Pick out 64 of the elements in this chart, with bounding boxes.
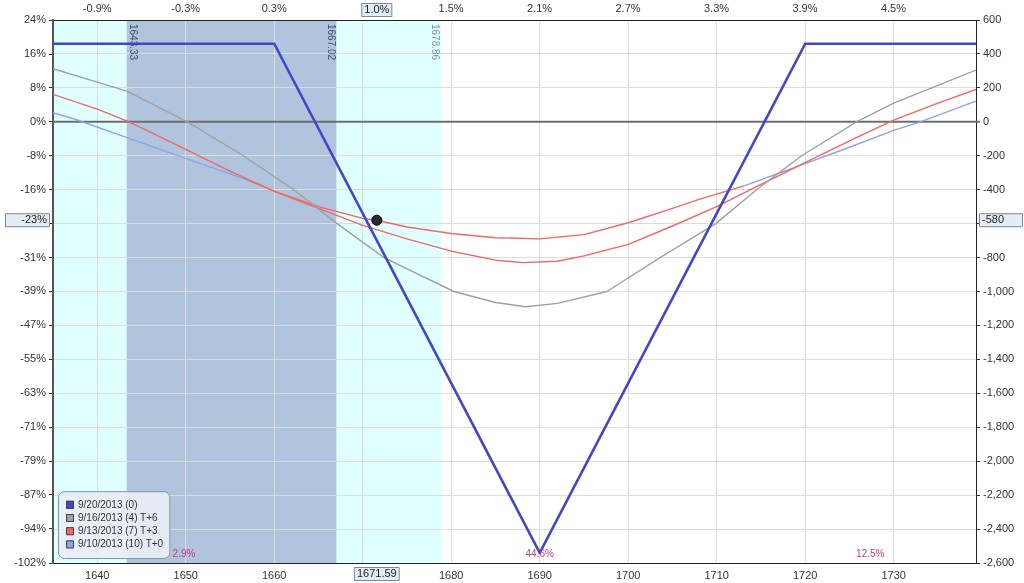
y2-tick-label: -1,800	[983, 420, 1015, 433]
x-tick-label: 1640	[85, 568, 110, 581]
y-tick-label: -79%	[20, 454, 47, 467]
annotation: 1643.33	[127, 24, 139, 61]
y-tick-label: -47%	[20, 318, 47, 331]
annotation: 2.9%	[172, 547, 196, 559]
text: 1.0%	[364, 3, 390, 16]
legend-label: 9/16/2013 (4) T+6	[78, 511, 159, 523]
y-tick-label: -87%	[20, 487, 47, 500]
text: -580	[982, 213, 1005, 226]
y2-tick-label: -200	[983, 148, 1006, 161]
y2-tick-label: -400	[983, 182, 1006, 195]
x2-tick-label: 3.3%	[703, 2, 730, 15]
legend-label: 9/10/2013 (10) T+0	[78, 538, 164, 550]
y-tick-label: 16%	[23, 47, 47, 60]
y2-tick-label: -2,600	[983, 556, 1015, 569]
y2-tick-label: -2,200	[983, 488, 1015, 501]
y2-tick-label: 400	[983, 46, 1002, 59]
text: -23%	[21, 213, 48, 226]
x-tick-label: 1650	[173, 568, 198, 581]
x-tick-label: 1700	[615, 568, 641, 581]
legend-label: 9/20/2013 (0)	[78, 498, 138, 510]
y-tick-label: -102%	[14, 556, 47, 569]
annotation: 12.5%	[856, 547, 885, 559]
y2-tick-label: -2,000	[983, 454, 1015, 467]
x2-tick-label: 4.5%	[880, 2, 907, 15]
legend-label: 9/13/2013 (7) T+3	[78, 524, 159, 536]
y2-tick-label: 0	[983, 114, 990, 127]
y2-tick-label: -800	[983, 250, 1006, 263]
y2-tick-label: 600	[983, 13, 1002, 26]
x-tick-label: 1720	[792, 568, 818, 581]
y-tick-label: -8%	[26, 148, 47, 161]
y2-tick-label: -1,200	[983, 318, 1015, 331]
y-tick-label: -31%	[20, 250, 47, 263]
y2-tick-label: 200	[983, 80, 1002, 93]
y2-tick-label: -2,400	[983, 522, 1015, 535]
y-tick-label: 0%	[30, 114, 47, 127]
x2-tick-label: 2.7%	[615, 2, 641, 15]
x2-tick-label: 0.3%	[261, 2, 287, 15]
y-tick-label: 24%	[23, 13, 47, 26]
x2-tick-label: 3.9%	[792, 2, 818, 15]
y2-tick-label: -1,400	[983, 352, 1015, 365]
y-tick-label: -16%	[20, 182, 47, 195]
x2-tick-label: 2.1%	[527, 2, 553, 15]
y-tick-label: -94%	[20, 521, 47, 534]
x-tick-label: 1660	[261, 568, 287, 581]
y-tick-label: 8%	[30, 80, 47, 93]
y2-tick-label: -1,000	[983, 284, 1015, 297]
x2-tick-label: -0.3%	[171, 2, 201, 15]
y-tick-label: -63%	[20, 386, 47, 399]
x2-tick-label: -0.9%	[82, 2, 112, 15]
x-tick-label: 1690	[527, 568, 552, 581]
text: 1671.59	[356, 567, 397, 580]
x-tick-label: 1730	[881, 568, 906, 581]
annotation: 1678.86	[430, 24, 442, 61]
y-tick-label: -71%	[20, 420, 47, 433]
y2-tick-label: -1,600	[983, 386, 1015, 399]
annotation: 44.6%	[525, 547, 554, 559]
y-tick-label: -39%	[20, 284, 47, 297]
x-tick-label: 1710	[704, 568, 729, 581]
x2-tick-label: 1.5%	[438, 2, 464, 15]
x-tick-label: 1680	[438, 568, 464, 581]
y-tick-label: -55%	[20, 352, 47, 365]
annotation: 1667.02	[325, 24, 337, 61]
